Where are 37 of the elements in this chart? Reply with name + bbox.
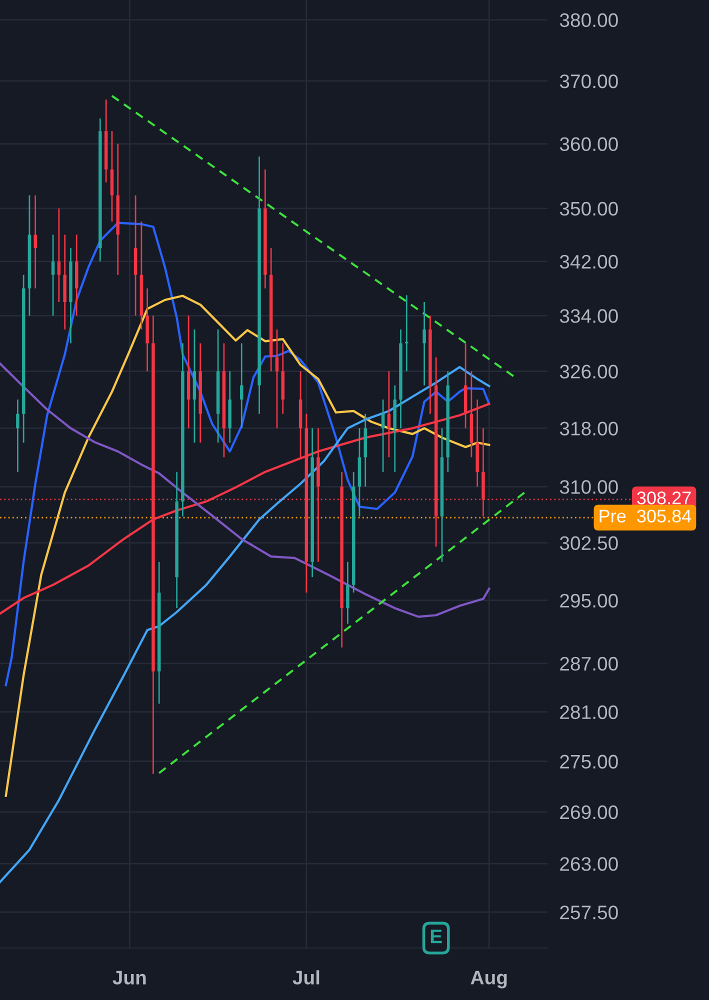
candlestick [346, 561, 350, 625]
y-tick-label: 360.00 [560, 137, 618, 152]
y-tick-label: 310.00 [560, 480, 618, 494]
y-tick-label: 326.00 [560, 364, 618, 378]
line-series [0, 366, 490, 884]
candlestick [275, 328, 279, 429]
y-tick-label: 275.00 [560, 754, 618, 769]
y-tick-label: 287.00 [560, 656, 618, 671]
annotation: E [430, 930, 442, 944]
candlestick [405, 294, 408, 372]
y-tick-label: 334.00 [560, 309, 618, 323]
line-series [4, 222, 490, 686]
x-tick-label: Aug [470, 970, 507, 988]
y-tick-label: 318.00 [560, 422, 618, 436]
candlestick [57, 208, 61, 303]
y-tick-label: 370.00 [560, 74, 618, 88]
y-tick-label: 380.00 [560, 13, 618, 28]
y-tick-label: 281.00 [560, 705, 618, 720]
candlestick [381, 398, 385, 473]
candlestick [51, 234, 55, 316]
y-tick-label: 269.00 [560, 805, 618, 820]
ref-line-label: 308.27 [637, 492, 691, 504]
candlestick [34, 194, 37, 290]
x-tick-label: Jun [112, 970, 146, 985]
ref-line-label: Pre 305.84 [600, 510, 692, 522]
y-tick-label: 302.50 [560, 536, 618, 550]
candlestick [16, 398, 20, 473]
line-series [0, 362, 490, 618]
y-tick-label: 263.00 [560, 857, 618, 871]
y-tick-label: 295.00 [560, 594, 618, 608]
y-tick-label: 257.50 [560, 906, 618, 920]
y-tick-label: 342.00 [560, 254, 618, 269]
x-tick-label: Jul [292, 970, 320, 985]
candlestick [422, 301, 426, 386]
y-tick-label: 350.00 [560, 202, 618, 216]
line-series [4, 294, 490, 797]
candlestick [240, 342, 244, 429]
